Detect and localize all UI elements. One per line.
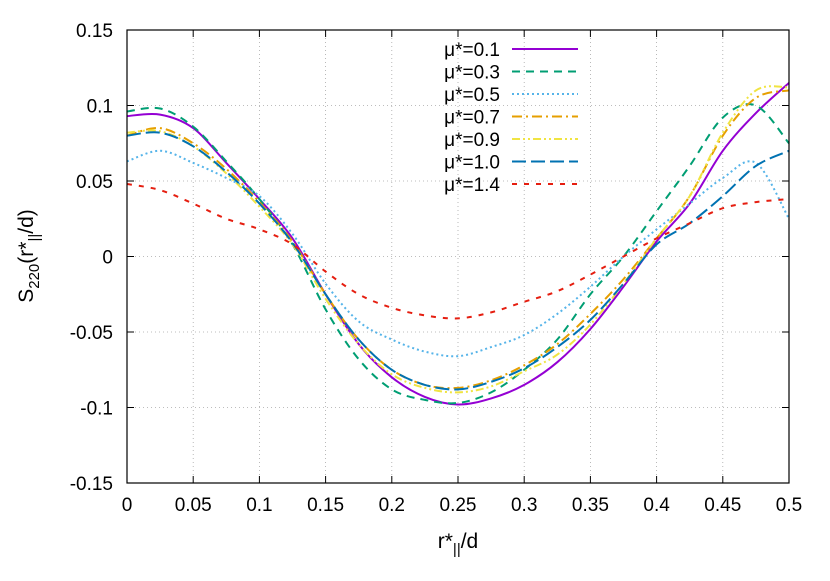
- y-tick-label: -0.05: [70, 323, 113, 344]
- x-tick-label: 0.35: [572, 495, 609, 516]
- series-layer: [126, 82, 790, 406]
- x-tick-label: 0: [122, 495, 133, 516]
- y-tick-label: 0: [102, 248, 113, 269]
- series-line: [126, 131, 790, 391]
- y-tick-label: 0.1: [87, 97, 113, 118]
- legend-label: μ*=1.0: [444, 153, 500, 174]
- legend-label: μ*=0.7: [444, 108, 500, 129]
- x-tick-label: 0.25: [440, 495, 477, 516]
- axis-ticks: 0 0.05 0.1 0.15 0.2 0.25 0.3 0.35 0.4 0.45 0.5 -0.1…: [70, 21, 803, 516]
- legend-label: μ*=1.4: [444, 175, 500, 196]
- y-tick-label: -0.1: [80, 399, 113, 420]
- series-line: [126, 82, 790, 406]
- x-tick-label: 0.2: [379, 495, 405, 516]
- y-axis-label: S220(r*||/d): [15, 209, 43, 303]
- x-tick-label: 0.4: [643, 495, 670, 516]
- y-tick-label: 0.15: [76, 21, 113, 42]
- series-line: [126, 149, 790, 358]
- series-line: [126, 183, 790, 320]
- x-tick-label: 0.5: [776, 495, 802, 516]
- x-tick-label: 0.1: [246, 495, 272, 516]
- x-tick-label: 0.3: [511, 495, 537, 516]
- x-tick-label: 0.15: [307, 495, 344, 516]
- legend-label: μ*=0.1: [444, 40, 500, 61]
- x-tick-label: 0.05: [175, 495, 212, 516]
- y-tick-label: -0.15: [70, 474, 113, 495]
- series-line: [126, 85, 790, 394]
- legend: μ*=0.1μ*=0.3μ*=0.5μ*=0.7μ*=0.9μ*=1.0μ*=1…: [444, 40, 578, 196]
- x-axis-label: r*||/d: [438, 530, 478, 558]
- legend-label: μ*=0.3: [444, 63, 500, 84]
- x-tick-label: 0.45: [704, 495, 741, 516]
- legend-label: μ*=0.5: [444, 85, 500, 106]
- y-tick-label: 0.05: [76, 172, 113, 193]
- legend-label: μ*=0.9: [444, 130, 500, 151]
